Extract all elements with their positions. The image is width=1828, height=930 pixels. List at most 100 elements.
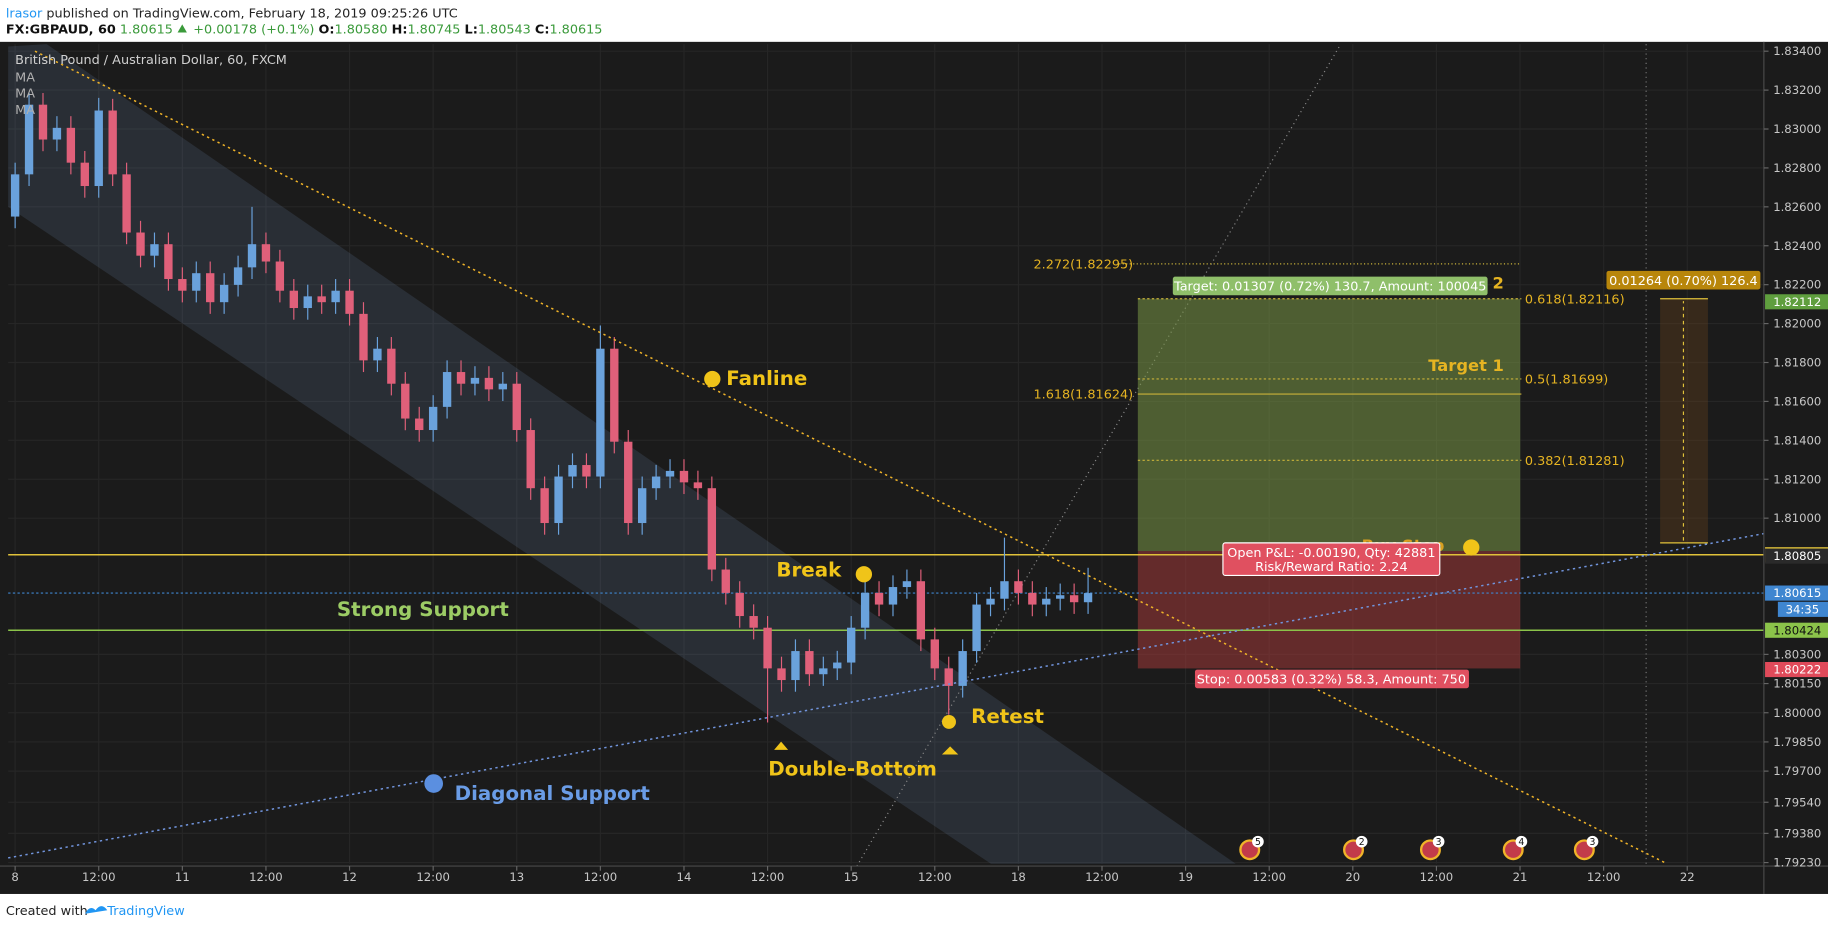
price-label: 1.82112	[1773, 295, 1821, 309]
price-label: 1.80424	[1773, 623, 1821, 637]
event-badge	[1515, 835, 1528, 848]
legend-indicator[interactable]: MA	[15, 87, 35, 102]
annotation: Fanline	[726, 367, 807, 390]
x-tick-label: 12:00	[1587, 870, 1621, 884]
candle-body	[679, 470, 689, 483]
x-tick-label: 8	[11, 870, 18, 884]
candle-body	[331, 290, 340, 303]
event-count: 3	[1436, 837, 1442, 848]
x-tick-label: 12:00	[249, 870, 283, 884]
countdown-box	[1777, 601, 1828, 617]
candle-body	[484, 377, 494, 390]
countdown: 34:35	[1786, 602, 1820, 616]
candle-body	[275, 261, 285, 291]
price-label: 1.80222	[1773, 663, 1821, 677]
candle-body	[540, 488, 549, 524]
event-badge	[1355, 835, 1368, 848]
event-badge	[1432, 835, 1445, 848]
candle-body	[247, 244, 257, 268]
legend-indicator[interactable]: MA	[15, 103, 35, 118]
event-badge	[1586, 835, 1599, 848]
candle-body	[108, 110, 117, 175]
diagonal-support-line	[8, 532, 1765, 859]
price-label-box	[1765, 661, 1828, 678]
target-label-box	[1172, 276, 1488, 296]
stop-label-box	[1194, 669, 1469, 689]
target-label: Target: 0.01307 (0.72%) 130.7, Amount: 1…	[1173, 280, 1486, 295]
candle-body	[763, 627, 772, 669]
candle-body	[512, 383, 521, 431]
fib-label: 2.272(1.82295)	[1033, 258, 1133, 273]
channel	[8, 44, 1236, 864]
candle-body	[554, 476, 563, 524]
chart-panel	[0, 41, 1828, 894]
event-count: 2	[1359, 837, 1365, 848]
candle-body	[442, 372, 452, 407]
candle-body	[150, 244, 159, 256]
candle-body	[470, 377, 480, 384]
candle-body	[219, 284, 229, 303]
y-tick-label: 1.80000	[1773, 706, 1821, 720]
y-tick-label: 1.81200	[1773, 472, 1821, 486]
candle-body	[38, 104, 48, 140]
annotations: Fanline Break Strong Support Retest Doub…	[337, 273, 1504, 804]
candle-body	[874, 592, 884, 605]
candle-body	[707, 488, 717, 570]
candle-body	[958, 651, 967, 686]
candle-body	[651, 476, 661, 489]
candle-body	[373, 348, 382, 361]
y-tick-label: 1.81000	[1773, 511, 1821, 525]
candle-body	[860, 592, 870, 628]
y-tick-label: 1.83400	[1773, 44, 1821, 58]
pnl-label: Open P&L: -0.00190, Qty: 42881	[1227, 546, 1435, 561]
candle-body	[80, 162, 89, 187]
candle-body	[902, 581, 912, 588]
c-value: 1.80615	[549, 23, 602, 38]
header-line: lrasor published on TradingView.com, Feb…	[6, 6, 458, 21]
candle-body	[749, 616, 758, 628]
candle-body	[582, 465, 591, 477]
candle-body	[972, 604, 981, 652]
candle-body	[178, 279, 187, 291]
y-tick-label: 1.83200	[1773, 83, 1821, 97]
candle-body	[916, 581, 926, 640]
legend-indicator[interactable]: MA	[15, 70, 35, 85]
footer-brand[interactable]: TradingView	[106, 904, 184, 919]
fib-label: 1.618(1.81624)	[1033, 388, 1133, 403]
y-tick-label: 1.82800	[1773, 161, 1821, 175]
x-tick-label: 22	[1680, 870, 1695, 884]
fib-label: 0.382(1.81281)	[1525, 454, 1625, 469]
resistance-line	[34, 50, 1668, 865]
annotation: Double-Bottom	[768, 757, 937, 780]
candle-body	[317, 296, 326, 303]
annotation: Retest	[971, 705, 1044, 728]
x-tick-label: 12	[342, 870, 357, 884]
candle-body	[568, 465, 577, 477]
candle-body	[345, 290, 354, 314]
fib-label: 0.618(1.82116)	[1525, 292, 1625, 307]
candle-body	[289, 290, 298, 309]
x-tick-label: 12:00	[751, 870, 785, 884]
axes: 1.83400 1.83200 1.83000 1.82800 1.82600 1.824…	[11, 44, 1828, 884]
symbol-line: FX:GBPAUD, 60 1.80615 +0.00178 (+0.1%) O…	[6, 23, 603, 38]
candle-body	[66, 127, 76, 163]
candle-body	[1028, 592, 1037, 605]
annotation: Strong Support	[337, 598, 509, 621]
author[interactable]: lrasor	[6, 6, 43, 21]
x-tick-label: 20	[1345, 870, 1360, 884]
price-label: 1.80805	[1773, 549, 1821, 563]
footer-text: Created with	[6, 904, 88, 919]
candle-body	[819, 668, 828, 675]
x-tick-label: 13	[509, 870, 524, 884]
c-label: C:	[535, 23, 550, 38]
position-profit-zone	[1137, 298, 1521, 552]
candle-body	[624, 441, 633, 524]
candle-body	[791, 651, 800, 681]
candle-body	[888, 587, 898, 605]
candle-body	[10, 174, 20, 217]
l-label: L:	[465, 23, 478, 38]
marker	[1463, 539, 1480, 556]
candle-body	[24, 104, 34, 175]
y-tick-label: 1.80300	[1773, 647, 1821, 661]
x-tick-label: 14	[677, 870, 692, 884]
